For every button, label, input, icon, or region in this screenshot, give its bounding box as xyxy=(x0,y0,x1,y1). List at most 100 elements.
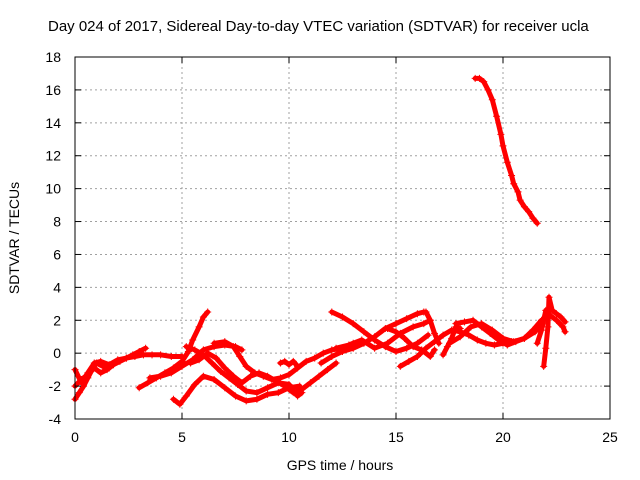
data-point xyxy=(460,318,468,326)
data-point xyxy=(465,331,473,339)
data-point xyxy=(422,344,430,352)
data-point xyxy=(446,339,453,347)
data-point xyxy=(490,341,498,349)
data-point xyxy=(97,369,105,377)
data-point xyxy=(475,74,483,82)
data-point xyxy=(439,351,447,359)
data-point xyxy=(559,323,567,331)
data-point xyxy=(392,348,400,356)
data-point xyxy=(195,356,203,364)
x-tick-label: 15 xyxy=(388,429,404,445)
x-tick-label: 0 xyxy=(71,429,79,445)
data-point xyxy=(480,78,488,86)
y-tick-label: 4 xyxy=(53,279,61,295)
grid xyxy=(75,57,610,419)
data-point xyxy=(439,331,447,339)
data-point xyxy=(259,372,267,380)
data-point xyxy=(208,359,216,367)
data-point xyxy=(328,308,336,316)
y-tick-label: 10 xyxy=(45,181,61,197)
data-point xyxy=(431,329,439,337)
data-point xyxy=(221,384,229,392)
x-tick-label: 25 xyxy=(602,429,618,445)
data-point xyxy=(345,341,353,349)
data-point xyxy=(508,171,516,179)
data-point xyxy=(302,357,310,365)
data-point xyxy=(276,359,284,367)
data-point xyxy=(110,361,118,369)
data-point xyxy=(142,344,150,352)
data-point xyxy=(99,362,107,370)
data-point xyxy=(503,158,511,166)
data-point xyxy=(349,320,357,328)
data-point xyxy=(187,359,195,367)
data-point xyxy=(396,362,404,370)
data-point xyxy=(176,400,184,408)
series-19 xyxy=(452,316,546,349)
data-point xyxy=(332,344,340,352)
data-point xyxy=(383,325,391,332)
data-point xyxy=(242,362,250,370)
data-point xyxy=(324,366,332,374)
data-point xyxy=(328,346,336,354)
data-point xyxy=(540,362,548,370)
x-tick-label: 10 xyxy=(281,429,297,445)
data-point xyxy=(510,180,518,188)
data-point xyxy=(129,351,137,359)
data-point xyxy=(486,329,494,337)
data-point xyxy=(217,367,225,375)
y-axis-ticks: -4 -2 0 2 4 6 8 10 12 14 16 18 xyxy=(45,49,610,427)
data-point xyxy=(210,339,218,347)
data-point xyxy=(328,352,336,360)
data-point xyxy=(358,336,366,344)
data-point xyxy=(529,326,537,334)
data-point xyxy=(169,395,177,403)
chart-title: Day 024 of 2017, Sidereal Day-to-day VTE… xyxy=(48,18,589,35)
data-point xyxy=(533,339,541,347)
data-point xyxy=(405,357,413,365)
data-point xyxy=(360,328,368,336)
data-point xyxy=(204,308,212,316)
data-point xyxy=(497,130,505,138)
data-point xyxy=(403,344,411,352)
data-point xyxy=(191,380,199,388)
data-point xyxy=(285,371,293,379)
data-point xyxy=(548,306,556,314)
data-point xyxy=(426,352,434,360)
data-point xyxy=(281,357,289,365)
series-trace xyxy=(423,309,442,346)
data-point xyxy=(178,362,186,370)
data-point xyxy=(514,188,522,196)
y-tick-label: 2 xyxy=(53,312,61,328)
data-point xyxy=(520,203,528,211)
data-points xyxy=(71,74,569,408)
data-point xyxy=(520,334,528,342)
data-point xyxy=(221,364,229,372)
data-point xyxy=(210,376,218,384)
series-16 xyxy=(422,308,443,347)
data-point xyxy=(484,86,492,94)
data-point xyxy=(557,313,565,321)
data-point xyxy=(204,349,212,357)
data-point xyxy=(92,359,100,367)
x-tick-label: 5 xyxy=(178,429,186,445)
data-point xyxy=(264,390,272,398)
data-point xyxy=(456,325,464,332)
data-point xyxy=(315,372,323,380)
data-point xyxy=(289,389,297,397)
series-21 xyxy=(540,293,569,370)
data-point xyxy=(456,333,464,341)
data-point xyxy=(135,348,143,356)
series-3 xyxy=(71,344,150,390)
data-point xyxy=(467,323,475,331)
y-tick-label: 14 xyxy=(45,115,61,131)
data-point xyxy=(246,372,254,380)
data-point xyxy=(401,334,409,342)
series-12 xyxy=(317,308,428,367)
data-point xyxy=(420,320,428,328)
data-point xyxy=(191,346,199,354)
data-point xyxy=(482,339,490,347)
data-point xyxy=(285,361,293,369)
data-point xyxy=(371,344,379,352)
